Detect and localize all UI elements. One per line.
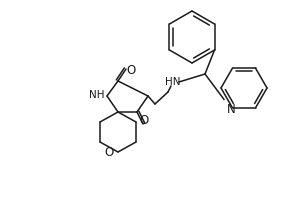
Text: HN: HN [165,77,181,87]
Text: O: O [140,114,148,127]
Text: N: N [227,103,236,116]
Text: O: O [104,146,114,158]
Text: NH: NH [89,90,105,100]
Text: O: O [126,64,136,77]
